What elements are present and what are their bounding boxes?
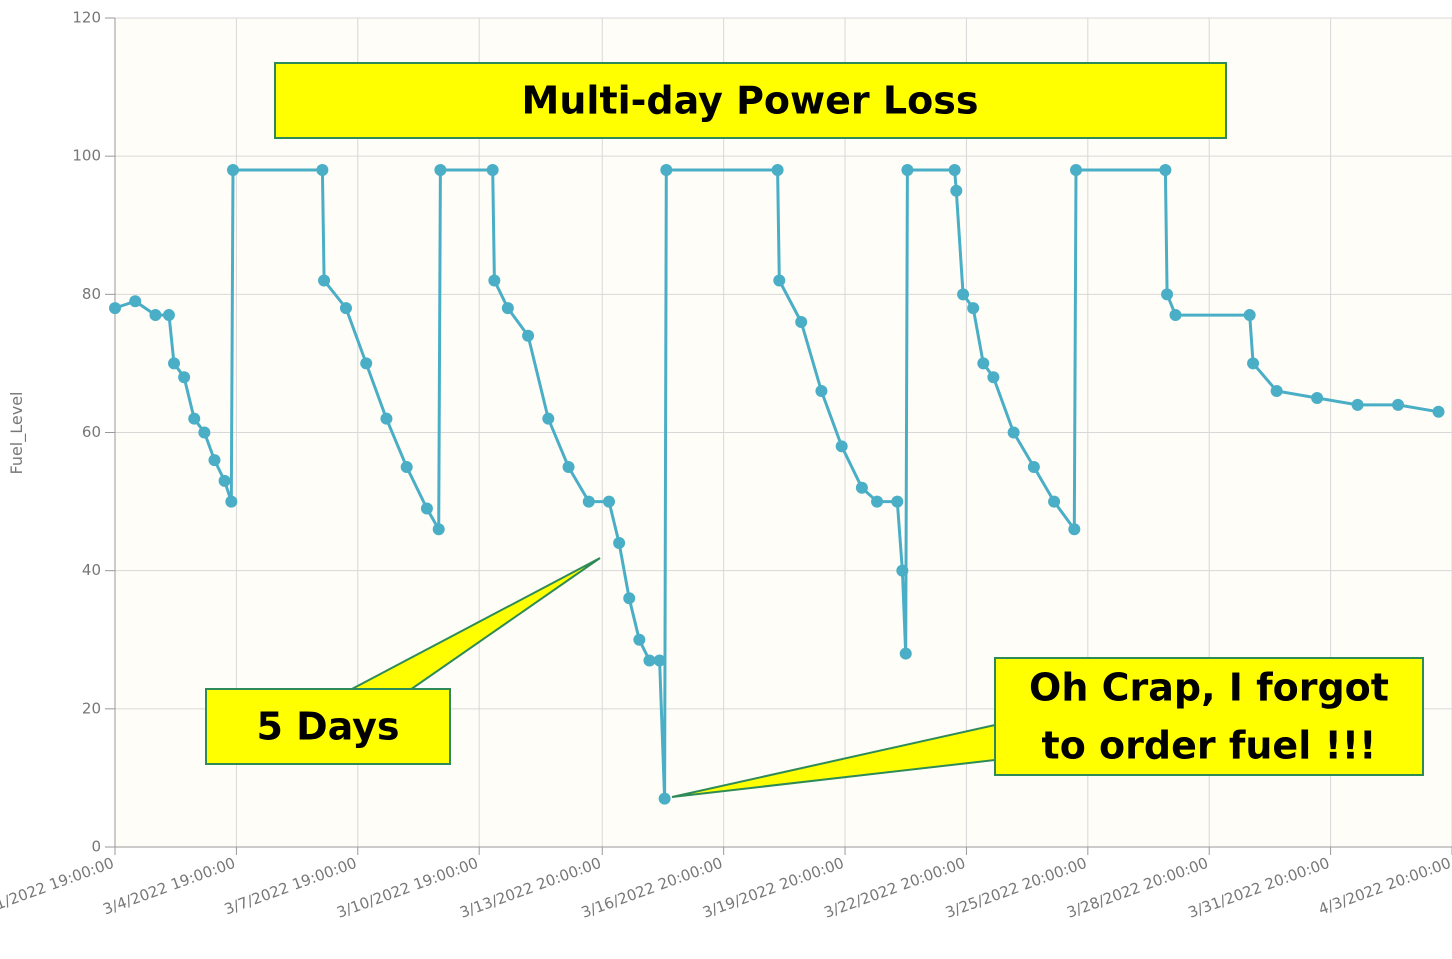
point	[613, 537, 626, 550]
y-tick-label: 60	[82, 423, 101, 441]
point	[227, 163, 240, 176]
point	[1392, 398, 1405, 411]
point	[562, 461, 575, 474]
point	[653, 654, 666, 667]
y-tick-label: 0	[91, 838, 101, 856]
y-axis-label: Fuel_Level	[7, 392, 27, 475]
point	[1311, 391, 1324, 404]
point	[950, 184, 963, 197]
point	[1068, 523, 1081, 536]
point	[522, 329, 535, 342]
point	[901, 163, 914, 176]
annotation-box	[205, 688, 451, 765]
point	[643, 654, 656, 667]
y-tick-label: 20	[82, 699, 101, 717]
point	[896, 564, 909, 577]
point	[623, 592, 636, 605]
point	[1159, 163, 1172, 176]
point	[339, 302, 352, 315]
point	[1161, 288, 1174, 301]
y-tick-label: 100	[72, 147, 101, 165]
point	[891, 495, 904, 508]
point	[957, 288, 970, 301]
point	[400, 461, 413, 474]
annotation: Oh Crap, I forgot	[1029, 666, 1389, 710]
point	[420, 502, 433, 515]
point	[1243, 309, 1256, 322]
point	[871, 495, 884, 508]
point	[1048, 495, 1061, 508]
annotation: 5 Days	[256, 705, 399, 749]
point	[1432, 405, 1445, 418]
point	[1270, 385, 1283, 398]
point	[501, 302, 514, 315]
point	[316, 163, 329, 176]
point	[188, 412, 201, 425]
point	[109, 302, 121, 315]
point	[582, 495, 595, 508]
annotation-box	[994, 657, 1424, 776]
point	[660, 163, 673, 176]
plot	[109, 163, 1445, 805]
point	[218, 474, 231, 487]
point	[815, 385, 828, 398]
point	[318, 274, 331, 287]
point	[1351, 398, 1364, 411]
point	[208, 454, 221, 467]
point	[1007, 426, 1020, 439]
x-tick-label: 3/4/2022 19:00:00	[101, 854, 238, 919]
point	[771, 163, 784, 176]
point	[434, 163, 447, 176]
point	[178, 371, 191, 384]
point	[899, 647, 912, 660]
point	[542, 412, 555, 425]
annotation: to order fuel !!!	[1042, 724, 1377, 768]
point	[602, 495, 615, 508]
point	[129, 295, 142, 308]
y-tick-label: 120	[72, 9, 101, 27]
point	[967, 302, 980, 315]
y-tick-label: 80	[82, 285, 101, 303]
point	[380, 412, 393, 425]
point	[855, 481, 868, 494]
point	[1247, 357, 1260, 370]
point	[773, 274, 786, 287]
chart-title: Multi-day Power Loss	[522, 79, 979, 123]
x-tick-label: 4/3/2022 20:00:00	[1316, 854, 1452, 919]
point	[488, 274, 501, 287]
point	[977, 357, 990, 370]
title-box	[274, 62, 1227, 139]
point	[835, 440, 848, 453]
point	[360, 357, 373, 370]
y-tick-label: 40	[82, 561, 101, 579]
point	[486, 163, 499, 176]
point	[1169, 309, 1182, 322]
point	[162, 309, 175, 322]
point	[168, 357, 181, 370]
point	[795, 315, 808, 328]
point	[948, 163, 961, 176]
point	[1027, 461, 1040, 474]
point	[225, 495, 238, 508]
x-tick-label: 3/1/2022 19:00:00	[0, 854, 116, 919]
point	[149, 309, 162, 322]
point	[633, 633, 646, 646]
point	[198, 426, 211, 439]
point	[1070, 163, 1083, 176]
point	[987, 371, 1000, 384]
point	[658, 792, 671, 805]
point	[432, 523, 445, 536]
